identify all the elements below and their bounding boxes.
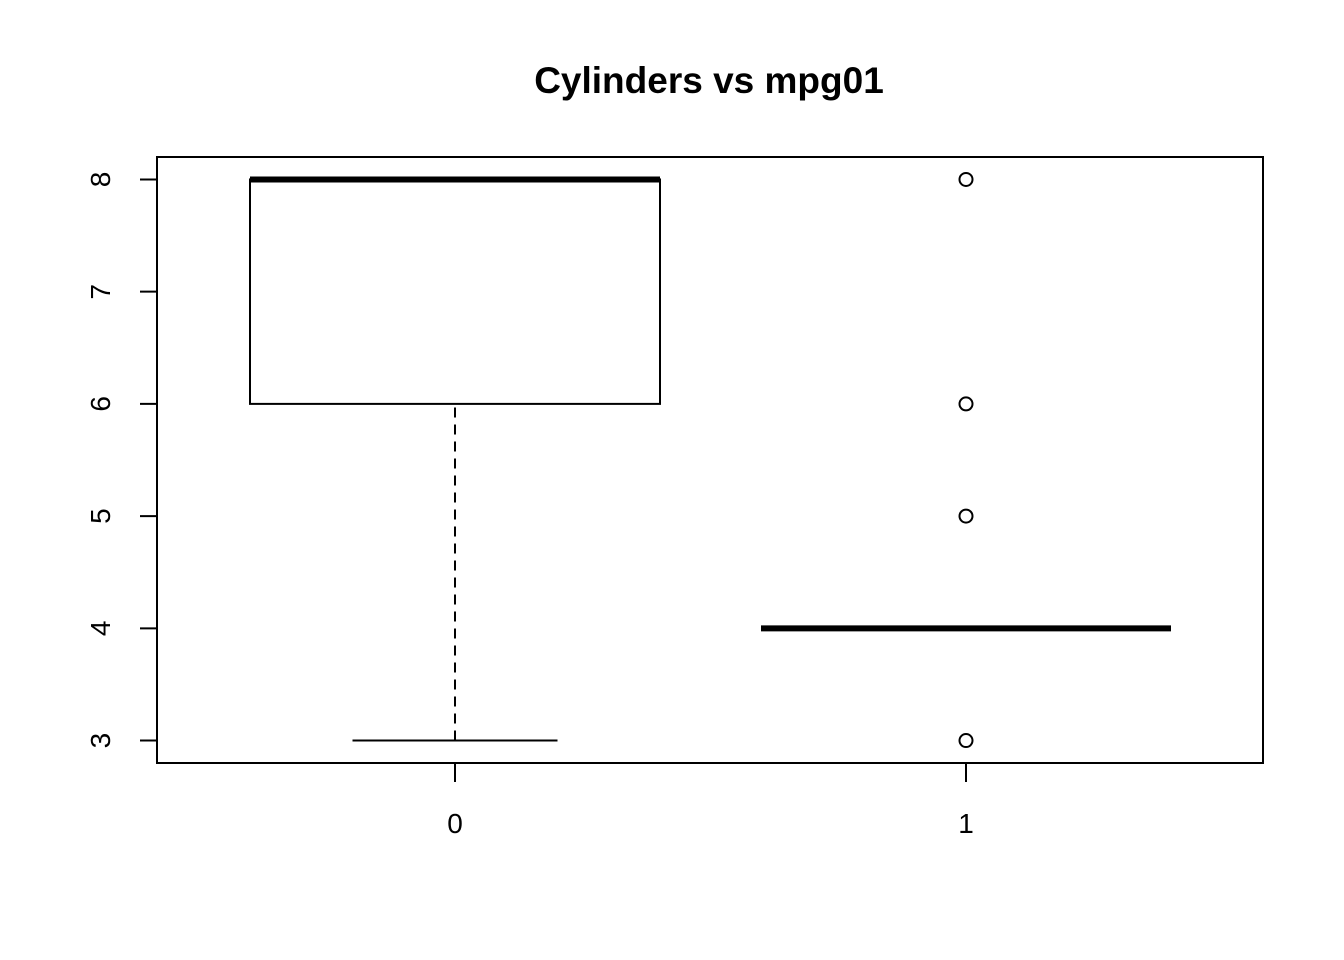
y-tick-label: 4	[85, 621, 116, 637]
outlier-point	[958, 733, 974, 749]
y-tick-label: 5	[85, 508, 116, 524]
x-tick-label: 1	[958, 808, 974, 839]
x-tick-label: 0	[447, 808, 463, 839]
chart-title: Cylinders vs mpg01	[534, 60, 884, 101]
y-tick-label: 7	[85, 284, 116, 300]
box-group	[249, 171, 1171, 749]
box-body	[249, 178, 661, 405]
plot-frame	[156, 156, 1264, 764]
y-tick-label: 3	[85, 733, 116, 749]
y-tick-label: 8	[85, 172, 116, 188]
outlier-point	[958, 171, 974, 187]
outlier-point	[958, 508, 974, 524]
y-tick-label: 6	[85, 396, 116, 412]
y-axis: 3 4 5 6 7 8	[85, 172, 158, 749]
outlier-point	[958, 396, 974, 412]
